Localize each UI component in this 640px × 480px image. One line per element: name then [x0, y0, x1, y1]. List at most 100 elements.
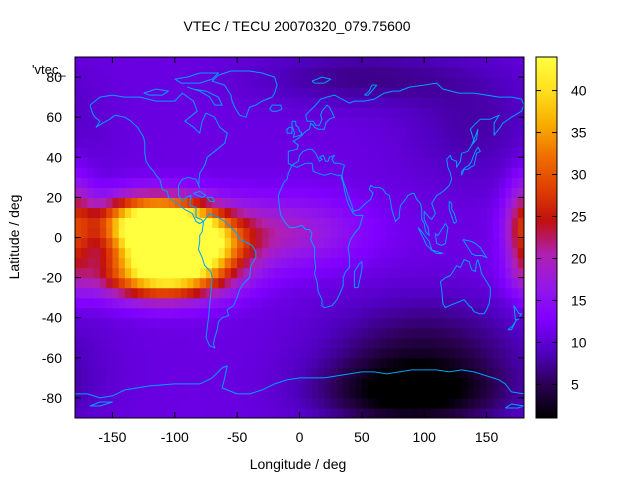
heatmap-cell	[274, 357, 282, 369]
heatmap-cell	[274, 197, 282, 209]
heatmap-cell	[137, 397, 145, 409]
heatmap-cell	[343, 187, 350, 198]
heatmap-cell	[330, 397, 338, 409]
heatmap-cell	[99, 357, 107, 369]
heatmap-cell	[299, 137, 307, 148]
heatmap-cell	[262, 357, 269, 369]
heatmap-cell	[280, 57, 288, 68]
heatmap-cell	[230, 77, 238, 88]
heatmap-cell	[393, 197, 400, 209]
heatmap-cell	[461, 57, 469, 68]
heatmap-cell	[361, 407, 369, 418]
heatmap-cell	[361, 127, 369, 138]
heatmap-cell	[243, 247, 251, 259]
heatmap-cell	[237, 267, 244, 279]
heatmap-cell	[287, 217, 294, 229]
heatmap-cell	[199, 337, 207, 349]
heatmap-cell	[212, 217, 220, 229]
heatmap-cell	[224, 217, 232, 229]
heatmap-cell	[386, 227, 394, 239]
heatmap-cell	[318, 187, 326, 198]
heatmap-cell	[149, 207, 157, 219]
heatmap-cell	[187, 267, 195, 279]
heatmap-cell	[293, 217, 301, 229]
heatmap-cell	[324, 187, 332, 198]
heatmap-cell	[249, 337, 257, 349]
heatmap-cell	[218, 397, 226, 409]
heatmap-cell	[442, 197, 450, 209]
heatmap-cell	[124, 287, 132, 299]
heatmap-cell	[411, 407, 419, 418]
heatmap-cell	[187, 217, 195, 229]
heatmap-cell	[374, 327, 382, 339]
heatmap-cell	[368, 407, 375, 418]
heatmap-cell	[174, 167, 182, 178]
heatmap-cell	[287, 337, 294, 349]
heatmap-cell	[205, 57, 213, 68]
heatmap-cell	[480, 207, 488, 219]
heatmap-cell	[455, 297, 463, 309]
heatmap-cell	[87, 137, 95, 148]
heatmap-cell	[287, 77, 294, 88]
heatmap-cell	[287, 407, 294, 418]
heatmap-cells	[75, 57, 524, 418]
heatmap-cell	[393, 317, 400, 329]
heatmap-cell	[174, 217, 182, 229]
heatmap-cell	[106, 247, 114, 259]
heatmap-cell	[118, 267, 126, 279]
heatmap-cell	[118, 257, 126, 269]
heatmap-cell	[324, 297, 332, 309]
heatmap-cell	[355, 57, 363, 68]
heatmap-cell	[181, 397, 188, 409]
heatmap-cell	[449, 137, 457, 148]
heatmap-cell	[336, 337, 344, 349]
heatmap-cell	[230, 207, 238, 219]
heatmap-cell	[405, 197, 413, 209]
heatmap-cell	[230, 177, 238, 188]
heatmap-cell	[237, 357, 244, 369]
heatmap-cell	[75, 187, 82, 198]
heatmap-cell	[343, 297, 350, 309]
heatmap-cell	[467, 207, 475, 219]
heatmap-cell	[368, 357, 375, 369]
heatmap-cell	[156, 257, 163, 269]
heatmap-cell	[474, 207, 481, 219]
heatmap-cell	[243, 297, 251, 309]
heatmap-cell	[499, 57, 506, 68]
heatmap-cell	[386, 317, 394, 329]
heatmap-cell	[181, 107, 188, 118]
heatmap-cell	[106, 77, 114, 88]
x-axis-ticks: -150 -100 -50 0 50 100 150	[98, 57, 498, 445]
heatmap-cell	[262, 97, 269, 108]
heatmap-cell	[424, 157, 432, 168]
heatmap-cell	[455, 257, 463, 269]
heatmap-cell	[106, 257, 114, 269]
heatmap-cell	[386, 157, 394, 168]
heatmap-cell	[199, 227, 207, 239]
heatmap-cell	[455, 137, 463, 148]
heatmap-cell	[374, 167, 382, 178]
heatmap-cell	[149, 67, 157, 78]
heatmap-cell	[442, 287, 450, 299]
heatmap-cell	[193, 57, 201, 68]
heatmap-cell	[99, 387, 107, 399]
heatmap-cell	[243, 57, 251, 68]
heatmap-cell	[480, 67, 488, 78]
heatmap-cell	[131, 347, 138, 359]
coastline	[75, 365, 524, 399]
heatmap-cell	[287, 157, 294, 168]
heatmap-cell	[299, 347, 307, 359]
heatmap-cell	[124, 277, 132, 289]
heatmap-cell	[199, 277, 207, 289]
heatmap-cell	[181, 357, 188, 369]
heatmap-cell	[324, 107, 332, 118]
heatmap-cell	[81, 347, 89, 359]
heatmap-cell	[287, 367, 294, 379]
heatmap-cell	[467, 307, 475, 319]
heatmap-cell	[168, 97, 176, 108]
heatmap-cell	[205, 357, 213, 369]
heatmap-cell	[474, 57, 481, 68]
heatmap-cell	[99, 87, 107, 98]
heatmap-cell	[81, 387, 89, 399]
heatmap-cell	[311, 97, 319, 108]
